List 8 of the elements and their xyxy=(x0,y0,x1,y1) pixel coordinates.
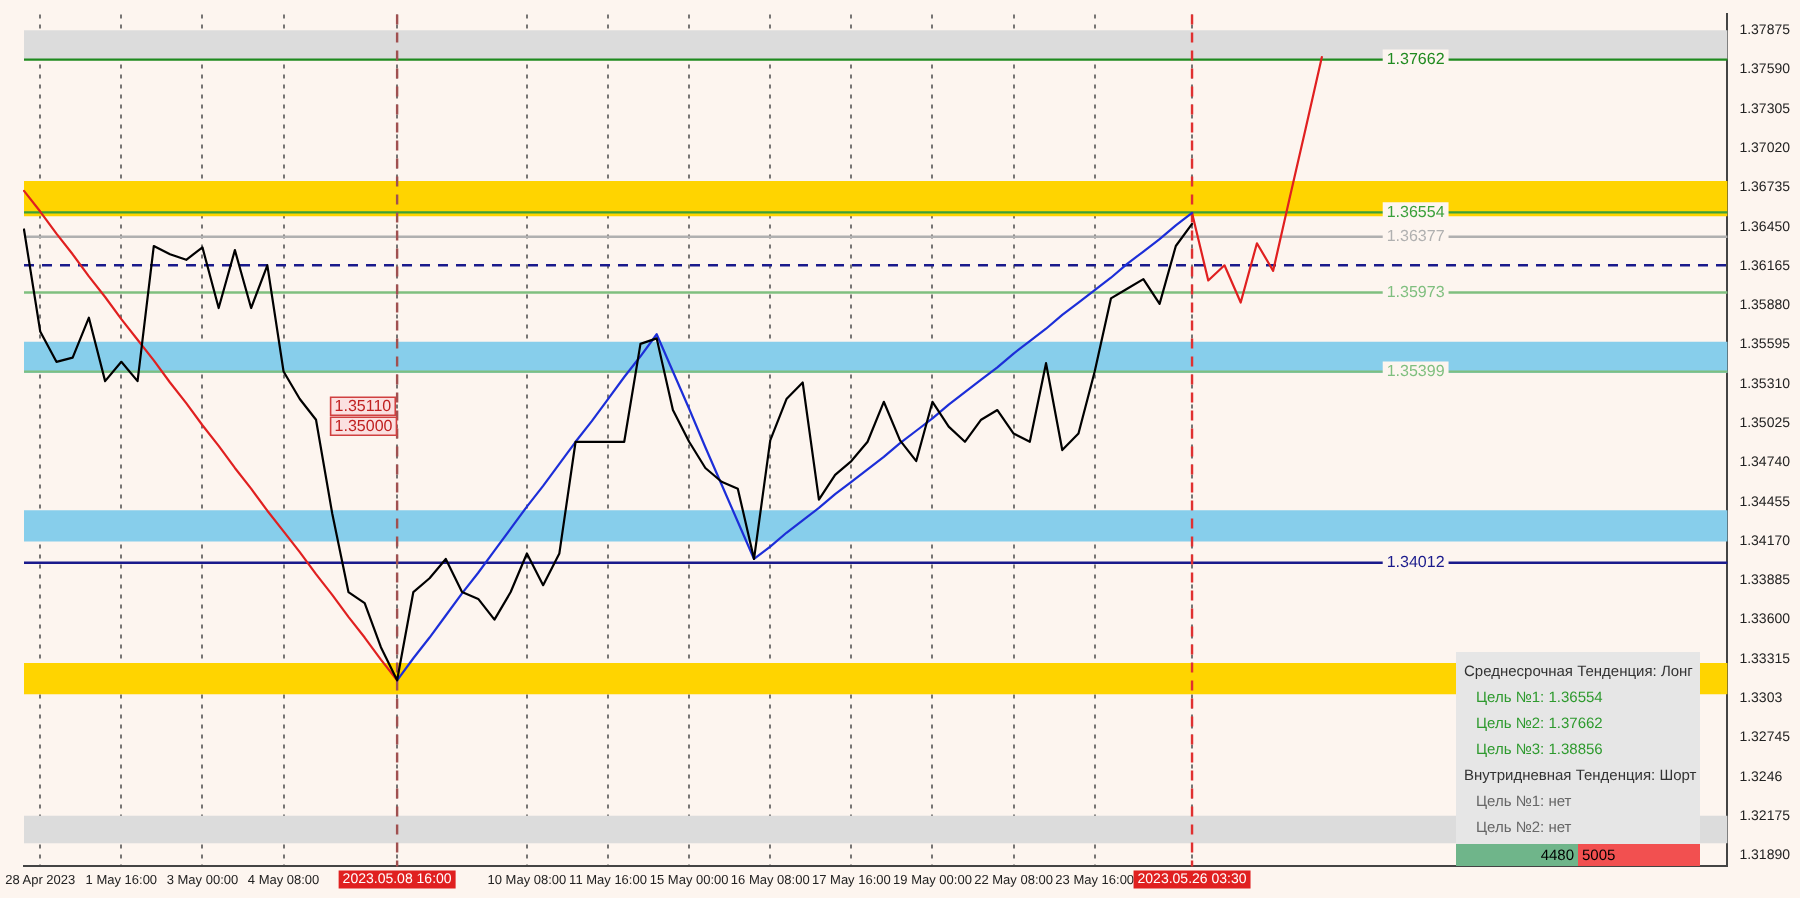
ref-line-label: 1.36554 xyxy=(1386,202,1446,221)
ref-line-label: 1.35399 xyxy=(1386,362,1446,381)
annotation: 1.35000 xyxy=(334,416,394,435)
ref-line-label: 1.36377 xyxy=(1386,227,1446,246)
ref-line-label: 1.35973 xyxy=(1386,282,1446,301)
annotation: 1.35110 xyxy=(334,396,393,415)
ref-line-label: 1.37662 xyxy=(1386,50,1446,69)
ref-line-label: 1.34012 xyxy=(1386,553,1446,572)
